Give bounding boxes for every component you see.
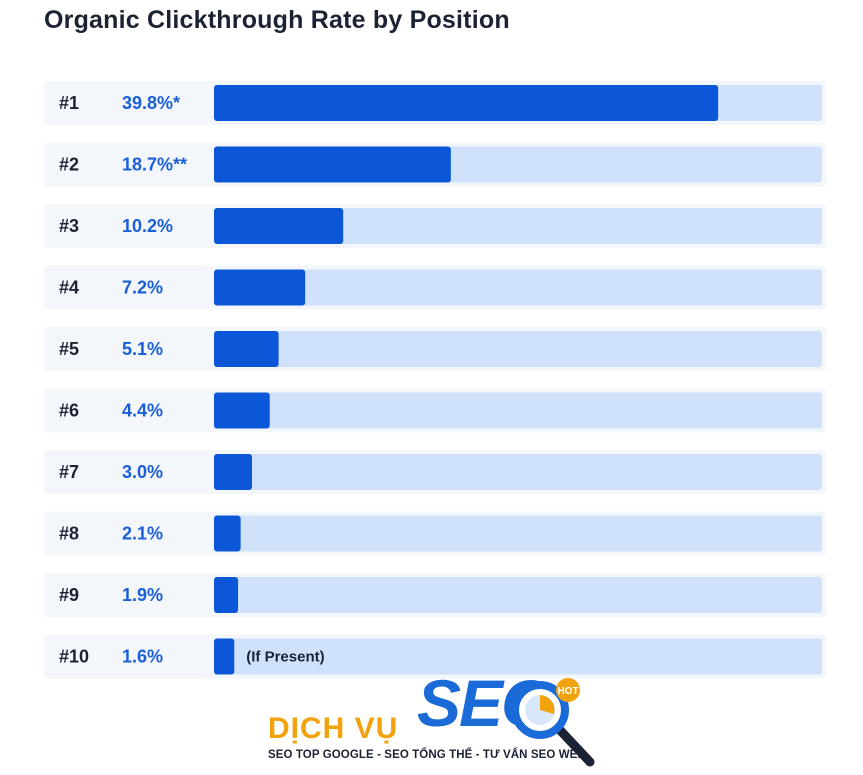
rank-label: #3 [59, 216, 79, 236]
bar-mark [214, 85, 719, 121]
value-label: 3.0% [122, 462, 163, 482]
value-label: 4.4% [122, 401, 163, 421]
bar-mark [214, 638, 235, 675]
value-label: 2.1% [122, 524, 163, 544]
bar-mark [214, 208, 344, 244]
bar-mark [214, 577, 239, 613]
rank-label: #8 [59, 524, 79, 544]
bar-mark [214, 392, 270, 429]
rank-label: #1 [59, 93, 79, 113]
bar-track [214, 392, 822, 429]
bar-mark [214, 269, 306, 306]
ctr-bar-chart: #1 39.8%* #2 18.7%** #3 10.2% #4 7.2% #5 5.1% #6 4.… [44, 81, 826, 679]
rank-label: #10 [59, 647, 89, 667]
magnifier-icon: HOT [511, 678, 595, 767]
value-label: 7.2% [122, 278, 163, 298]
bar-track [214, 638, 822, 675]
hot-badge: HOT [557, 686, 578, 697]
bar-track [214, 454, 822, 490]
rank-label: #7 [59, 462, 79, 482]
logo-tagline: SEO TOP GOOGLE - SEO TỔNG THỂ - TƯ VẤN S… [268, 749, 586, 761]
watermark-logo: DỊCH VỤ SEO HOT SEO TOP GOOGLE - SEO TỔN… [262, 668, 602, 768]
bar-track [214, 331, 822, 367]
bar-track [214, 208, 822, 244]
bar-track [214, 577, 822, 613]
bar-mark [214, 331, 279, 367]
value-label: 10.2% [122, 216, 173, 236]
value-label: 1.6% [122, 647, 163, 667]
bar-mark [214, 515, 241, 552]
bar-track [214, 269, 822, 306]
value-label: 39.8%* [122, 93, 180, 113]
bar-track [214, 515, 822, 552]
rank-label: #6 [59, 401, 79, 421]
rank-label: #2 [59, 155, 79, 175]
bar-annotation: (If Present) [246, 649, 324, 666]
value-label: 1.9% [122, 585, 163, 605]
bar-mark [214, 454, 252, 490]
rank-label: #9 [59, 585, 79, 605]
bar-mark [214, 146, 451, 183]
chart-title: Organic Clickthrough Rate by Position [44, 6, 510, 34]
rank-label: #4 [59, 278, 79, 298]
value-label: 18.7%** [122, 155, 187, 175]
value-label: 5.1% [122, 339, 163, 359]
logo-brand-prefix: DỊCH VỤ [268, 712, 399, 745]
rank-label: #5 [59, 339, 79, 359]
